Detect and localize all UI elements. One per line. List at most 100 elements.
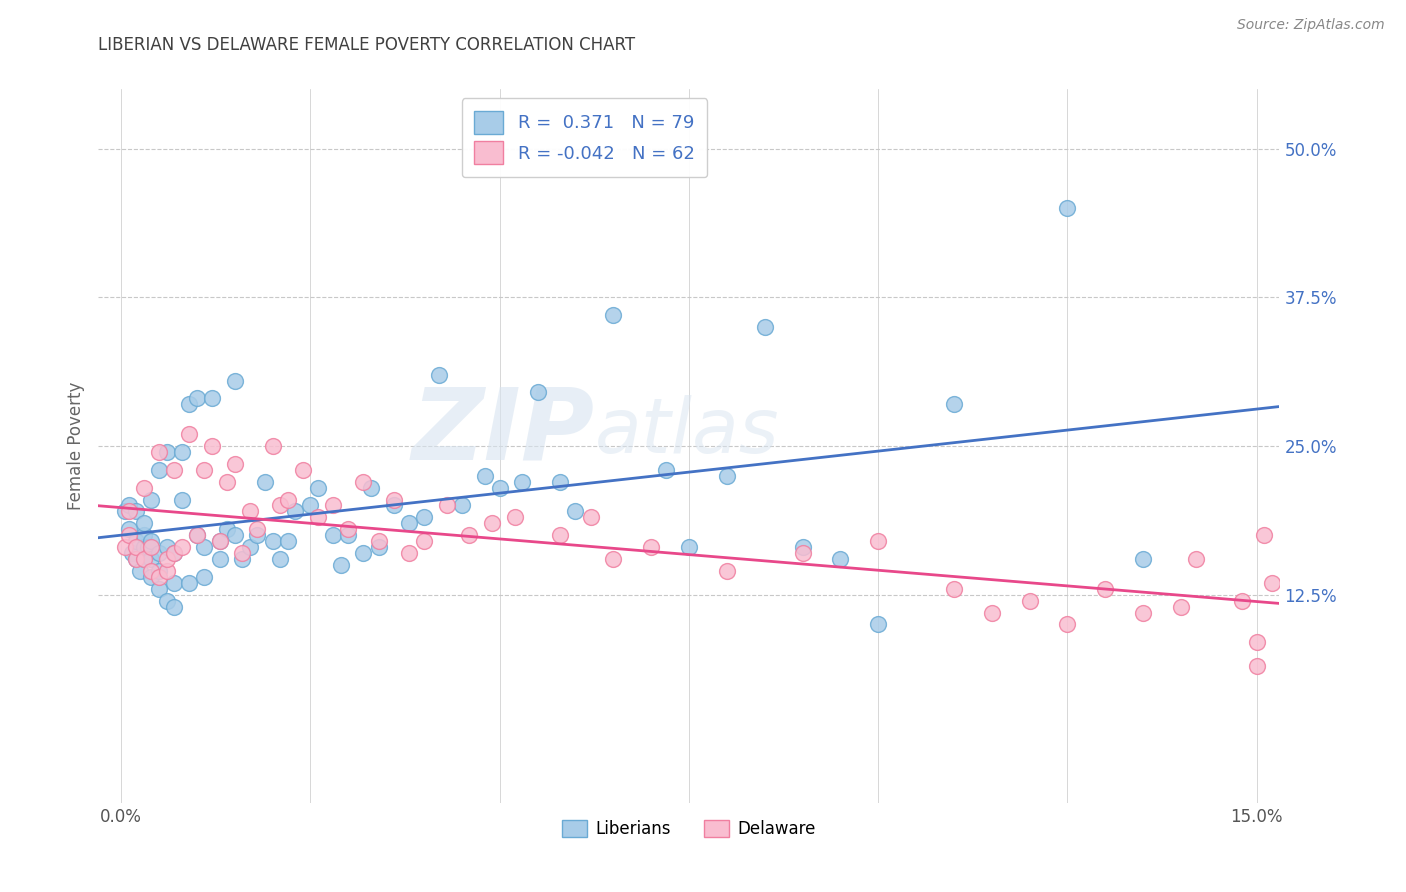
Point (155, 445, 177, 459)
Point (141, 552, 163, 566)
Point (1246, 659, 1268, 673)
Point (155, 552, 177, 566)
Point (830, 552, 852, 566)
Point (488, 481, 510, 495)
Point (246, 522, 269, 536)
Point (132, 552, 155, 566)
Point (201, 392, 224, 406)
Point (155, 564, 177, 578)
Point (186, 392, 208, 406)
Point (141, 570, 163, 584)
Y-axis label: Female Poverty: Female Poverty (66, 382, 84, 510)
Point (1261, 575, 1284, 590)
Point (579, 510, 602, 524)
Point (277, 492, 299, 507)
Point (132, 481, 155, 495)
Point (322, 499, 344, 513)
Point (148, 546, 170, 560)
Point (322, 528, 344, 542)
Point (269, 552, 291, 566)
Point (193, 540, 215, 554)
Point (186, 528, 208, 542)
Point (141, 564, 163, 578)
Point (141, 540, 163, 554)
Point (239, 504, 262, 518)
Point (526, 385, 548, 400)
Text: ZIP: ZIP (412, 384, 595, 480)
Point (217, 522, 239, 536)
Point (148, 570, 170, 584)
Point (208, 552, 231, 566)
Point (125, 534, 148, 549)
Point (231, 546, 253, 560)
Point (868, 617, 890, 632)
Point (277, 534, 299, 549)
Point (224, 457, 246, 471)
Point (148, 463, 170, 477)
Point (262, 439, 284, 453)
Point (193, 570, 215, 584)
Point (942, 582, 965, 596)
Point (163, 599, 186, 614)
Point (367, 540, 389, 554)
Point (148, 582, 170, 596)
Point (170, 445, 193, 459)
Point (792, 546, 814, 560)
Point (1132, 606, 1154, 620)
Point (224, 374, 246, 388)
Point (239, 540, 262, 554)
Point (548, 528, 571, 542)
Point (125, 540, 148, 554)
Point (360, 481, 382, 495)
Point (208, 534, 231, 549)
Point (329, 558, 352, 572)
Point (655, 463, 678, 477)
Point (155, 593, 177, 607)
Point (269, 499, 291, 513)
Point (458, 528, 481, 542)
Point (1094, 582, 1116, 596)
Point (262, 534, 284, 549)
Point (163, 546, 186, 560)
Point (132, 516, 155, 531)
Point (1056, 617, 1078, 632)
Point (307, 481, 329, 495)
Point (413, 510, 436, 524)
Point (132, 540, 155, 554)
Point (148, 445, 170, 459)
Point (163, 463, 186, 477)
Point (118, 522, 141, 536)
Point (148, 564, 170, 578)
Point (121, 546, 143, 560)
Point (208, 534, 231, 549)
Point (1253, 528, 1275, 542)
Point (436, 499, 458, 513)
Point (1230, 593, 1253, 607)
Point (179, 427, 201, 442)
Point (980, 606, 1002, 620)
Point (1056, 201, 1078, 215)
Point (398, 546, 420, 560)
Point (299, 499, 322, 513)
Point (792, 540, 814, 554)
Point (141, 492, 163, 507)
Text: LIBERIAN VS DELAWARE FEMALE POVERTY CORRELATION CHART: LIBERIAN VS DELAWARE FEMALE POVERTY CORR… (98, 36, 636, 54)
Point (564, 504, 586, 518)
Point (163, 546, 186, 560)
Point (163, 575, 186, 590)
Point (1018, 593, 1040, 607)
Point (942, 397, 965, 411)
Point (474, 468, 496, 483)
Point (1132, 552, 1154, 566)
Point (114, 504, 136, 518)
Point (179, 575, 201, 590)
Point (224, 528, 246, 542)
Point (155, 540, 177, 554)
Point (307, 510, 329, 524)
Point (382, 499, 405, 513)
Point (678, 540, 700, 554)
Point (179, 397, 201, 411)
Point (118, 504, 141, 518)
Point (201, 439, 224, 453)
Point (114, 540, 136, 554)
